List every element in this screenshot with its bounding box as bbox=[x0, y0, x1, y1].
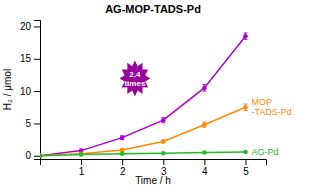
error-bar bbox=[243, 33, 247, 39]
x-tick: 1 bbox=[79, 159, 85, 177]
y-tick-mark bbox=[34, 123, 40, 124]
series bbox=[40, 33, 248, 158]
series-line bbox=[40, 152, 245, 156]
series-label: MOP-TADS-Pd bbox=[251, 97, 291, 117]
series bbox=[40, 104, 248, 158]
x-tick-label: 2 bbox=[120, 166, 126, 177]
point bbox=[243, 34, 248, 39]
y-tick: 5 bbox=[25, 118, 40, 129]
series bbox=[40, 150, 248, 158]
x-tick-mark bbox=[163, 159, 164, 165]
point bbox=[161, 151, 166, 156]
x-axis-line bbox=[41, 160, 267, 166]
y-axis: 0 5 10 15 20 bbox=[20, 21, 41, 162]
y-tick: 10 bbox=[20, 86, 40, 97]
point bbox=[202, 122, 207, 127]
y-tick-label: 0 bbox=[25, 150, 31, 161]
error-bar bbox=[79, 149, 83, 152]
annotation: 2.4times bbox=[124, 70, 145, 88]
data-marks bbox=[40, 33, 248, 158]
x-tick-mark bbox=[81, 159, 82, 165]
series-label: AG-Pd bbox=[251, 147, 278, 157]
error-bar bbox=[161, 140, 165, 143]
series-line bbox=[40, 36, 245, 156]
point bbox=[79, 152, 84, 157]
x-tick-label: 4 bbox=[202, 166, 208, 177]
x-tick-mark bbox=[204, 159, 205, 165]
x-tick: 2 bbox=[120, 159, 126, 177]
plot-area: 1234505101520MOP-TADS-PdAG-Pd2.4times bbox=[20, 21, 292, 178]
point bbox=[120, 135, 125, 140]
starburst bbox=[120, 60, 151, 96]
title: AG-MOP-TADS-Pd bbox=[105, 3, 201, 15]
point bbox=[202, 150, 207, 155]
error-bar bbox=[161, 118, 165, 123]
series-line bbox=[40, 107, 245, 155]
x-tick-mark bbox=[122, 159, 123, 165]
y-tick: 20 bbox=[20, 21, 40, 32]
y-tick-label: 5 bbox=[25, 118, 31, 129]
point bbox=[79, 152, 84, 157]
y-axis-title: H₂ / μmol bbox=[2, 69, 13, 110]
y-tick-mark bbox=[34, 59, 40, 60]
point bbox=[40, 154, 42, 159]
point bbox=[243, 105, 248, 110]
error-bar bbox=[243, 104, 247, 110]
point bbox=[161, 139, 166, 144]
y-tick-mark bbox=[34, 91, 40, 92]
error-bar bbox=[120, 136, 124, 140]
error-bar bbox=[202, 85, 206, 91]
x-axis-title: Time / h bbox=[135, 175, 171, 186]
error-bar bbox=[120, 149, 124, 152]
point bbox=[40, 154, 42, 159]
y-tick-label: 15 bbox=[20, 53, 32, 64]
x-tick-label: 1 bbox=[79, 166, 85, 177]
x-tick: 5 bbox=[243, 159, 249, 177]
y-tick-mark bbox=[34, 156, 40, 157]
chart: 1234505101520MOP-TADS-PdAG-Pd2.4timesAG-… bbox=[0, 0, 320, 189]
y-tick: 0 bbox=[25, 150, 40, 161]
point bbox=[243, 150, 248, 155]
y-axis-line bbox=[34, 21, 41, 160]
error-bar bbox=[202, 122, 206, 127]
y-tick-label: 20 bbox=[20, 21, 32, 32]
y-tick-mark bbox=[34, 26, 40, 27]
point bbox=[161, 118, 166, 123]
x-tick-label: 5 bbox=[243, 166, 249, 177]
y-tick: 15 bbox=[20, 53, 40, 64]
x-tick-mark bbox=[245, 159, 246, 165]
point bbox=[40, 154, 42, 159]
point bbox=[120, 152, 125, 157]
point bbox=[202, 86, 207, 91]
x-tick: 4 bbox=[202, 159, 208, 177]
y-tick-label: 10 bbox=[20, 86, 32, 97]
point bbox=[120, 148, 125, 153]
